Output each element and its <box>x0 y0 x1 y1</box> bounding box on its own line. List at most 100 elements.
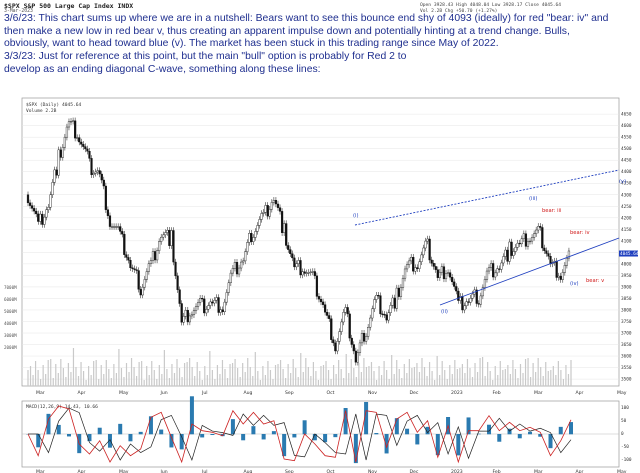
month-label: Dec <box>410 469 419 473</box>
volume-bar <box>340 369 342 386</box>
volume-bar <box>383 361 385 386</box>
candle-body <box>278 207 282 212</box>
volume-bar <box>146 366 148 386</box>
macd-histogram-bar <box>179 434 184 450</box>
macd-histogram-bar <box>241 434 246 441</box>
volume-bar <box>557 361 559 386</box>
volume-bar <box>279 360 282 386</box>
volume-bar <box>444 370 446 386</box>
price-axis: 3500 3550 3600 3650 3700 3750 3800 3850 3900 3950… <box>619 112 639 383</box>
y-tick-label: 4100 <box>621 238 632 244</box>
volume-bar <box>535 372 537 386</box>
candle-body <box>35 210 38 215</box>
volume-bar <box>178 368 181 386</box>
volume-bar <box>269 370 272 386</box>
volume-bar <box>547 371 549 386</box>
candle-body <box>84 146 87 150</box>
annotation-line: develop as an ending diagonal C-wave, so… <box>4 63 321 75</box>
volume-bar <box>55 364 57 386</box>
macd-histogram-bar <box>159 429 164 435</box>
volume-bar <box>211 370 213 386</box>
candle-body <box>457 290 460 301</box>
volume-bar <box>229 364 231 386</box>
candle-body <box>168 230 171 246</box>
candle-body <box>401 277 405 288</box>
candle-body <box>240 261 243 269</box>
macd-histogram-bar <box>230 419 235 435</box>
month-label: Apr <box>78 469 86 473</box>
volume-tick-label: 6000M <box>4 297 17 302</box>
candle-body <box>565 257 569 266</box>
candle-body <box>272 200 275 203</box>
month-label: Sep <box>285 469 294 473</box>
candle-body <box>149 260 153 264</box>
candle-body <box>338 331 341 342</box>
volume-bar <box>103 374 105 386</box>
candle-body <box>301 271 304 276</box>
bull-wave-label: (i) <box>353 213 359 219</box>
volume-bar <box>194 376 196 386</box>
volume-bar <box>373 371 375 386</box>
macd-histogram-bar <box>138 431 143 435</box>
y-tick-label: 4150 <box>621 227 632 233</box>
candle-body <box>217 297 220 313</box>
candle-body <box>375 295 378 300</box>
candle-body <box>112 226 116 228</box>
volume-bar <box>156 379 158 386</box>
volume-bar <box>509 374 511 386</box>
candle-body <box>194 306 198 311</box>
candle-body <box>104 185 107 210</box>
volume-bar <box>504 369 506 386</box>
candle-body <box>254 231 257 238</box>
volume-bar <box>34 361 37 386</box>
macd-histogram-bar <box>415 434 420 445</box>
candle-body <box>67 121 71 128</box>
month-label: May <box>119 469 129 473</box>
volume-bar <box>378 366 380 386</box>
bull-wave-label: (v) <box>619 179 626 185</box>
volume-bar <box>272 379 274 386</box>
bear-wave-label: bear: v <box>586 278 604 284</box>
candle-body <box>471 293 474 299</box>
macd-histogram-bar <box>292 434 297 438</box>
candle-body <box>80 141 83 145</box>
volume-bar <box>355 377 357 386</box>
volume-bar <box>287 364 289 386</box>
volume-bar <box>466 359 469 386</box>
candle-body <box>543 247 546 251</box>
candle-body <box>96 170 99 173</box>
candle-body <box>350 337 353 345</box>
candle-body <box>539 226 542 228</box>
candle-body <box>483 279 487 288</box>
candle-body <box>496 268 499 274</box>
candle-body <box>358 342 362 353</box>
candle-body <box>533 233 536 238</box>
macd-histogram-bar <box>251 426 256 435</box>
volume-bar <box>72 348 75 386</box>
volume-bar <box>426 376 428 386</box>
volume-bar <box>517 378 519 386</box>
volume-bar <box>300 353 302 386</box>
y-tick-label: 3900 <box>621 284 632 290</box>
volume-bar <box>476 372 479 386</box>
volume-bar <box>183 363 186 386</box>
candle-body <box>475 289 478 304</box>
volume-bar <box>290 373 292 386</box>
volume-bar <box>60 359 62 386</box>
candle-body <box>453 281 456 287</box>
candle-body <box>385 314 388 321</box>
candle-body <box>102 179 105 187</box>
macd-histogram-bar <box>497 434 502 442</box>
candle-body <box>74 120 77 139</box>
candle-body <box>258 219 261 226</box>
candle-body <box>492 263 495 278</box>
volume-bar <box>375 380 378 386</box>
candle-body <box>520 238 523 245</box>
candle-body <box>477 303 480 305</box>
candle-body <box>379 295 382 315</box>
candle-body <box>418 261 421 269</box>
macd-histogram-bar <box>364 402 369 435</box>
candle-body <box>367 327 370 337</box>
candle-body <box>160 236 163 242</box>
candle-body <box>528 240 532 243</box>
